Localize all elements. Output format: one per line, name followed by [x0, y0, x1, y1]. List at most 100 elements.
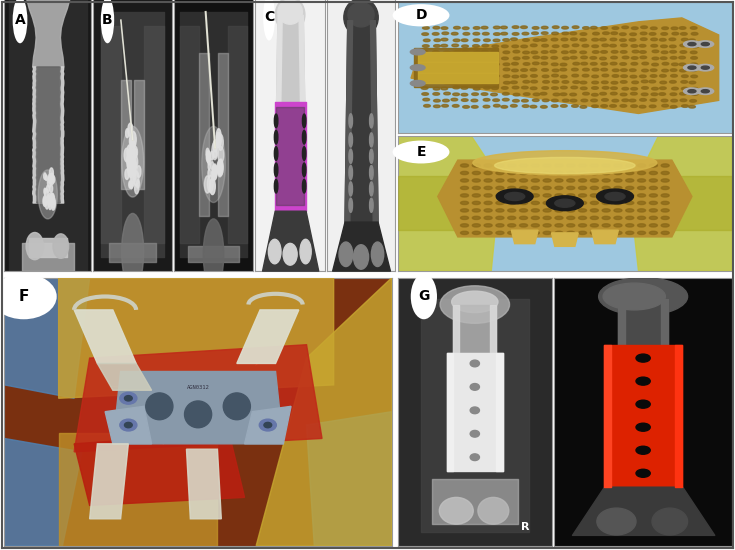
- Circle shape: [531, 172, 539, 174]
- Circle shape: [620, 39, 626, 41]
- Ellipse shape: [208, 169, 211, 178]
- Circle shape: [573, 62, 580, 65]
- Ellipse shape: [49, 175, 52, 183]
- Circle shape: [473, 186, 481, 190]
- Circle shape: [410, 49, 425, 55]
- Circle shape: [302, 163, 306, 177]
- Circle shape: [511, 38, 517, 41]
- Ellipse shape: [213, 165, 216, 173]
- Circle shape: [602, 224, 610, 227]
- Ellipse shape: [132, 177, 135, 186]
- Circle shape: [505, 192, 525, 201]
- Circle shape: [678, 56, 686, 59]
- Circle shape: [590, 26, 597, 29]
- Circle shape: [649, 172, 657, 174]
- Circle shape: [496, 231, 504, 234]
- Circle shape: [581, 99, 588, 102]
- Ellipse shape: [470, 407, 479, 414]
- Circle shape: [602, 179, 610, 182]
- Circle shape: [473, 224, 481, 227]
- Ellipse shape: [49, 168, 54, 178]
- Circle shape: [349, 166, 353, 180]
- Circle shape: [697, 41, 714, 47]
- Circle shape: [590, 186, 598, 190]
- Circle shape: [637, 164, 645, 167]
- Circle shape: [600, 92, 606, 95]
- Circle shape: [649, 231, 657, 234]
- Circle shape: [625, 231, 634, 234]
- Ellipse shape: [49, 185, 53, 192]
- Circle shape: [441, 27, 448, 30]
- Circle shape: [650, 27, 657, 30]
- Ellipse shape: [223, 393, 251, 420]
- Circle shape: [542, 80, 549, 83]
- Circle shape: [697, 64, 714, 71]
- Ellipse shape: [43, 173, 46, 179]
- Circle shape: [0, 274, 57, 319]
- Circle shape: [560, 63, 567, 66]
- Circle shape: [523, 39, 529, 41]
- Circle shape: [578, 179, 587, 182]
- Circle shape: [602, 98, 609, 101]
- Circle shape: [432, 51, 440, 53]
- Circle shape: [483, 63, 490, 65]
- Ellipse shape: [146, 393, 173, 420]
- Polygon shape: [414, 21, 716, 112]
- Circle shape: [484, 164, 492, 167]
- Text: F: F: [18, 289, 29, 304]
- Circle shape: [444, 75, 451, 78]
- Circle shape: [681, 87, 688, 90]
- Circle shape: [622, 26, 628, 29]
- Circle shape: [583, 26, 589, 29]
- Circle shape: [442, 104, 448, 107]
- Circle shape: [483, 68, 490, 71]
- Circle shape: [602, 172, 610, 174]
- Circle shape: [501, 26, 507, 29]
- Polygon shape: [97, 364, 151, 390]
- Circle shape: [659, 87, 666, 90]
- Circle shape: [591, 99, 598, 102]
- Circle shape: [650, 75, 657, 77]
- Circle shape: [578, 209, 587, 212]
- Ellipse shape: [127, 155, 130, 163]
- Circle shape: [592, 39, 598, 41]
- Ellipse shape: [204, 176, 210, 193]
- Ellipse shape: [43, 197, 46, 205]
- Circle shape: [540, 106, 547, 108]
- Ellipse shape: [212, 142, 218, 160]
- Circle shape: [601, 81, 608, 84]
- Circle shape: [503, 98, 509, 101]
- Circle shape: [453, 57, 460, 59]
- Circle shape: [461, 194, 468, 197]
- Ellipse shape: [46, 185, 49, 192]
- Circle shape: [623, 56, 629, 59]
- Circle shape: [484, 224, 492, 227]
- Ellipse shape: [207, 151, 210, 163]
- Circle shape: [442, 81, 449, 84]
- Circle shape: [432, 32, 439, 35]
- Circle shape: [452, 75, 459, 78]
- Polygon shape: [512, 230, 538, 244]
- Circle shape: [473, 87, 480, 90]
- Circle shape: [274, 179, 278, 193]
- Circle shape: [622, 87, 628, 90]
- Circle shape: [453, 86, 459, 89]
- Circle shape: [592, 105, 598, 107]
- Circle shape: [570, 38, 577, 41]
- Circle shape: [551, 63, 558, 65]
- Circle shape: [349, 114, 353, 128]
- Text: A: A: [15, 13, 26, 27]
- Circle shape: [493, 26, 500, 29]
- Polygon shape: [245, 406, 291, 444]
- Circle shape: [639, 45, 646, 47]
- Circle shape: [701, 42, 709, 46]
- Circle shape: [541, 57, 548, 59]
- Circle shape: [421, 51, 428, 53]
- Circle shape: [471, 106, 478, 108]
- Ellipse shape: [283, 243, 297, 265]
- Text: E: E: [416, 145, 426, 159]
- Circle shape: [453, 26, 460, 29]
- Circle shape: [543, 179, 551, 182]
- Ellipse shape: [218, 160, 223, 175]
- Circle shape: [662, 224, 669, 227]
